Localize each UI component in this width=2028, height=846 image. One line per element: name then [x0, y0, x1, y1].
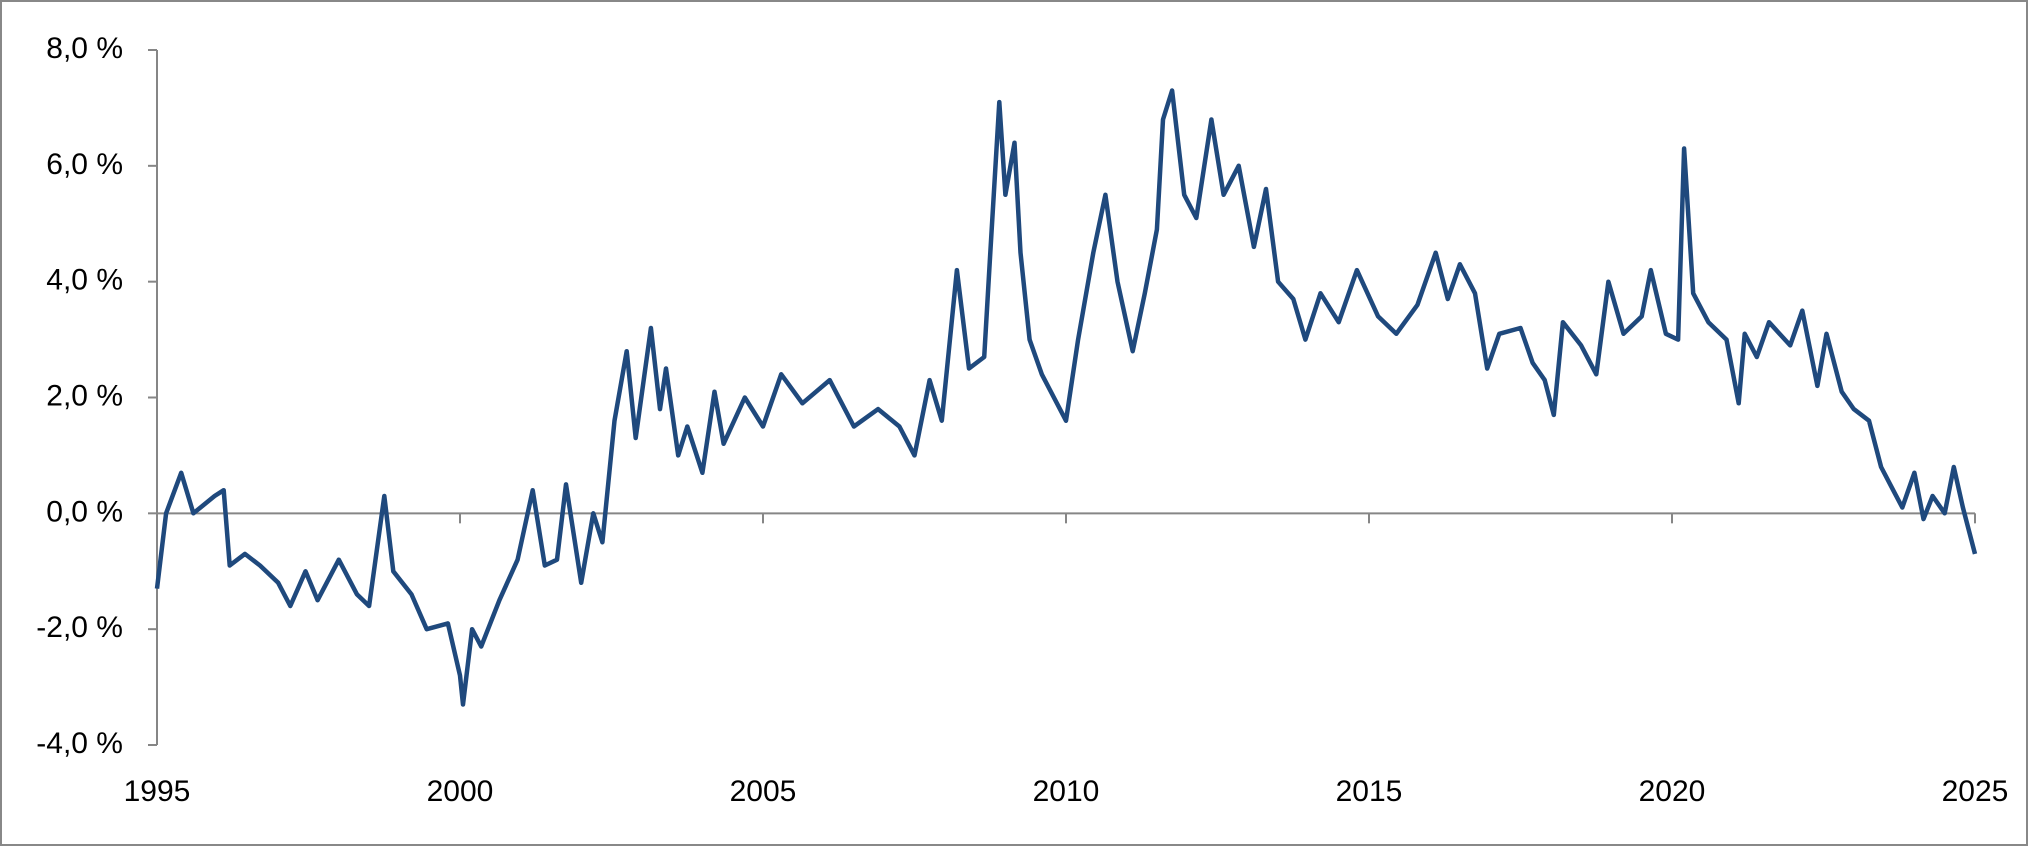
x-tick-label: 2010: [1033, 775, 1100, 808]
y-tick-label: 4,0 %: [46, 264, 123, 297]
y-tick-label: 8,0 %: [46, 32, 123, 65]
data-line: [154, 88, 1978, 707]
x-tick-label: 2005: [730, 775, 797, 808]
y-tick-label: 2,0 %: [46, 379, 123, 412]
x-tick-label: 2020: [1639, 775, 1706, 808]
x-tick-label: 2000: [427, 775, 494, 808]
x-tick-label: 1995: [124, 775, 191, 808]
y-tick-label: -4,0 %: [36, 727, 123, 760]
y-tick-label: 0,0 %: [46, 495, 123, 528]
x-tick-label: 2015: [1336, 775, 1403, 808]
x-tick-label: 2025: [1942, 775, 2009, 808]
y-tick-label: -2,0 %: [36, 611, 123, 644]
y-tick-label: 6,0 %: [46, 148, 123, 181]
